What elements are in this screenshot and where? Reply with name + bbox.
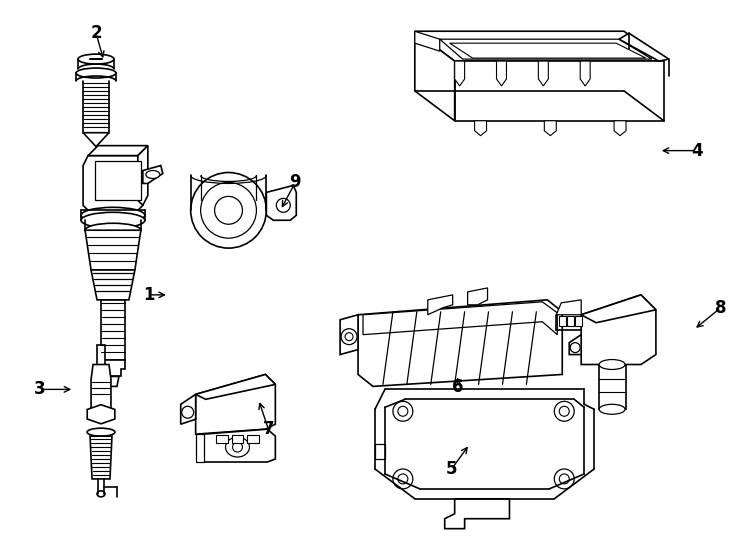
Polygon shape <box>203 429 275 462</box>
Polygon shape <box>143 166 163 184</box>
Ellipse shape <box>214 197 242 224</box>
Text: 9: 9 <box>289 173 301 192</box>
Text: 5: 5 <box>446 460 457 478</box>
Ellipse shape <box>85 223 141 237</box>
Ellipse shape <box>599 360 625 369</box>
Bar <box>567 316 574 326</box>
Text: 3: 3 <box>34 380 45 399</box>
Polygon shape <box>545 121 556 136</box>
Polygon shape <box>138 146 148 205</box>
Polygon shape <box>445 499 509 529</box>
Bar <box>216 435 228 443</box>
Ellipse shape <box>398 474 408 484</box>
Polygon shape <box>415 31 664 61</box>
Polygon shape <box>91 270 135 300</box>
Polygon shape <box>580 61 590 86</box>
Polygon shape <box>496 61 506 86</box>
Polygon shape <box>88 146 148 156</box>
Polygon shape <box>619 33 669 61</box>
Ellipse shape <box>554 469 574 489</box>
Ellipse shape <box>97 491 105 497</box>
Polygon shape <box>375 444 385 459</box>
Text: 8: 8 <box>715 299 727 317</box>
Bar <box>575 316 582 326</box>
Ellipse shape <box>182 406 194 418</box>
Text: 4: 4 <box>691 141 702 160</box>
Polygon shape <box>101 360 125 376</box>
Polygon shape <box>428 295 453 315</box>
Polygon shape <box>181 394 196 424</box>
Polygon shape <box>358 300 562 387</box>
Ellipse shape <box>398 406 408 416</box>
Polygon shape <box>340 315 358 355</box>
Ellipse shape <box>78 54 114 64</box>
Polygon shape <box>454 61 465 86</box>
Polygon shape <box>556 300 581 315</box>
Polygon shape <box>196 374 275 400</box>
Polygon shape <box>450 43 646 58</box>
Polygon shape <box>440 39 652 59</box>
Polygon shape <box>581 295 656 323</box>
Ellipse shape <box>393 401 413 421</box>
Ellipse shape <box>225 437 250 457</box>
Ellipse shape <box>81 212 145 228</box>
Polygon shape <box>196 434 203 462</box>
Polygon shape <box>581 295 656 364</box>
Bar <box>101 300 125 360</box>
Polygon shape <box>454 61 664 121</box>
Ellipse shape <box>87 428 115 436</box>
Polygon shape <box>83 133 109 147</box>
Ellipse shape <box>76 68 116 78</box>
Polygon shape <box>538 61 548 86</box>
Polygon shape <box>87 404 115 424</box>
Ellipse shape <box>559 406 570 416</box>
Ellipse shape <box>570 342 580 353</box>
Ellipse shape <box>393 469 413 489</box>
Polygon shape <box>266 185 297 220</box>
Polygon shape <box>468 288 487 305</box>
Text: 6: 6 <box>452 379 463 396</box>
Text: 2: 2 <box>90 24 102 42</box>
Ellipse shape <box>341 329 357 345</box>
Polygon shape <box>85 230 141 270</box>
Polygon shape <box>614 121 626 136</box>
Polygon shape <box>599 364 626 409</box>
Polygon shape <box>83 156 143 210</box>
Bar <box>231 435 244 443</box>
Polygon shape <box>107 376 119 387</box>
Ellipse shape <box>559 474 570 484</box>
Bar <box>95 160 141 200</box>
Bar <box>559 316 566 326</box>
Polygon shape <box>570 335 581 355</box>
Ellipse shape <box>599 404 625 414</box>
Ellipse shape <box>81 207 145 223</box>
Ellipse shape <box>191 172 266 248</box>
Ellipse shape <box>276 198 290 212</box>
Polygon shape <box>475 121 487 136</box>
Ellipse shape <box>345 333 353 341</box>
Polygon shape <box>196 374 275 434</box>
Text: 1: 1 <box>143 286 155 304</box>
Bar <box>97 345 105 364</box>
Ellipse shape <box>554 401 574 421</box>
Polygon shape <box>363 302 557 335</box>
Ellipse shape <box>146 171 160 179</box>
Polygon shape <box>415 31 454 121</box>
Polygon shape <box>90 436 112 479</box>
Polygon shape <box>415 31 440 51</box>
Text: 7: 7 <box>263 420 275 438</box>
Bar <box>247 435 259 443</box>
Polygon shape <box>91 364 111 414</box>
Ellipse shape <box>233 442 242 452</box>
Ellipse shape <box>200 183 256 238</box>
